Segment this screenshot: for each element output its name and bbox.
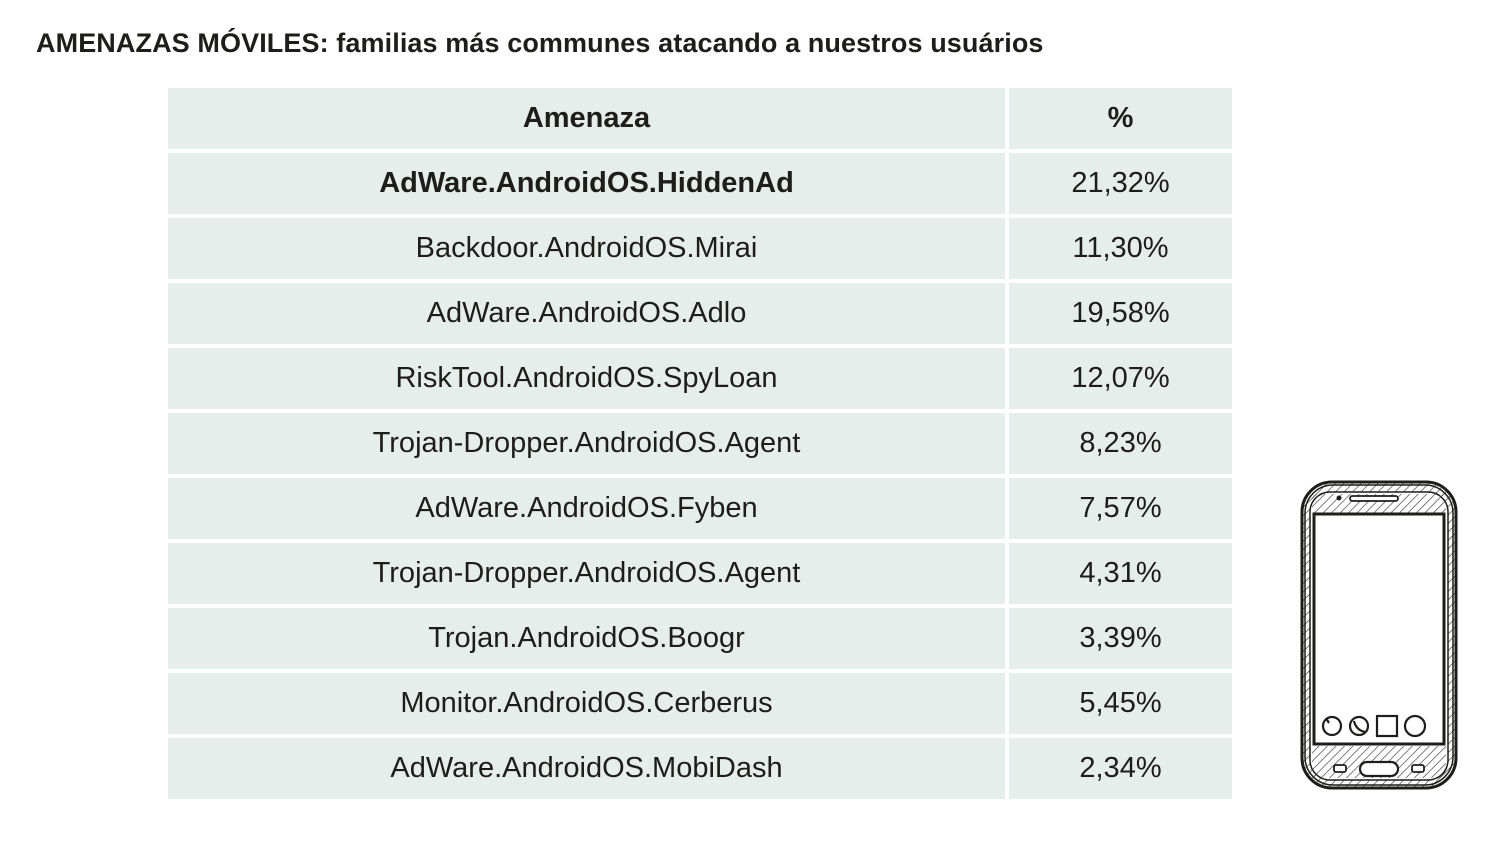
smartphone-sketch-icon xyxy=(1298,478,1460,799)
square-icon xyxy=(1375,714,1399,738)
threat-name: Monitor.AndroidOS.Cerberus xyxy=(168,671,1007,738)
table-row: Backdoor.AndroidOS.Mirai 11,30% xyxy=(168,216,1232,283)
threats-table: Amenaza % AdWare.AndroidOS.HiddenAd 21,3… xyxy=(168,88,1232,799)
table-row: AdWare.AndroidOS.Fyben 7,57% xyxy=(168,476,1232,543)
phone-call-icon xyxy=(1348,715,1370,737)
table-row: AdWare.AndroidOS.MobiDash 2,34% xyxy=(168,736,1232,799)
threat-percent: 3,39% xyxy=(1005,606,1232,673)
table-row: AdWare.AndroidOS.Adlo 19,58% xyxy=(168,281,1232,348)
threat-percent: 19,58% xyxy=(1005,281,1232,348)
column-header-percent: % xyxy=(1005,88,1232,153)
threat-percent: 8,23% xyxy=(1005,411,1232,478)
column-header-threat: Amenaza xyxy=(168,88,1007,153)
threat-name: Trojan-Dropper.AndroidOS.Agent xyxy=(168,541,1007,608)
threat-percent: 11,30% xyxy=(1005,216,1232,283)
threat-name: AdWare.AndroidOS.HiddenAd xyxy=(168,151,1007,218)
threat-percent: 21,32% xyxy=(1005,151,1232,218)
threat-percent: 5,45% xyxy=(1005,671,1232,738)
circle-icon xyxy=(1403,714,1427,738)
table-row: Monitor.AndroidOS.Cerberus 5,45% xyxy=(168,671,1232,738)
page-title: AMENAZAS MÓVILES: familias más communes … xyxy=(36,28,1044,58)
table-row: RiskTool.AndroidOS.SpyLoan 12,07% xyxy=(168,346,1232,413)
threat-name: Trojan.AndroidOS.Boogr xyxy=(168,606,1007,673)
threat-name: RiskTool.AndroidOS.SpyLoan xyxy=(168,346,1007,413)
threat-name: AdWare.AndroidOS.MobiDash xyxy=(168,736,1007,799)
threat-name: AdWare.AndroidOS.Fyben xyxy=(168,476,1007,543)
table-row: Trojan-Dropper.AndroidOS.Agent 8,23% xyxy=(168,411,1232,478)
threat-percent: 4,31% xyxy=(1005,541,1232,608)
table-row: Trojan-Dropper.AndroidOS.Agent 4,31% xyxy=(168,541,1232,608)
table-row: Trojan.AndroidOS.Boogr 3,39% xyxy=(168,606,1232,673)
table-header-row: Amenaza % xyxy=(168,88,1232,153)
threat-percent: 2,34% xyxy=(1005,736,1232,799)
threat-name: Trojan-Dropper.AndroidOS.Agent xyxy=(168,411,1007,478)
threat-percent: 12,07% xyxy=(1005,346,1232,413)
threat-name: Backdoor.AndroidOS.Mirai xyxy=(168,216,1007,283)
table-row: AdWare.AndroidOS.HiddenAd 21,32% xyxy=(168,151,1232,218)
threat-name: AdWare.AndroidOS.Adlo xyxy=(168,281,1007,348)
threat-percent: 7,57% xyxy=(1005,476,1232,543)
back-icon xyxy=(1321,715,1343,737)
